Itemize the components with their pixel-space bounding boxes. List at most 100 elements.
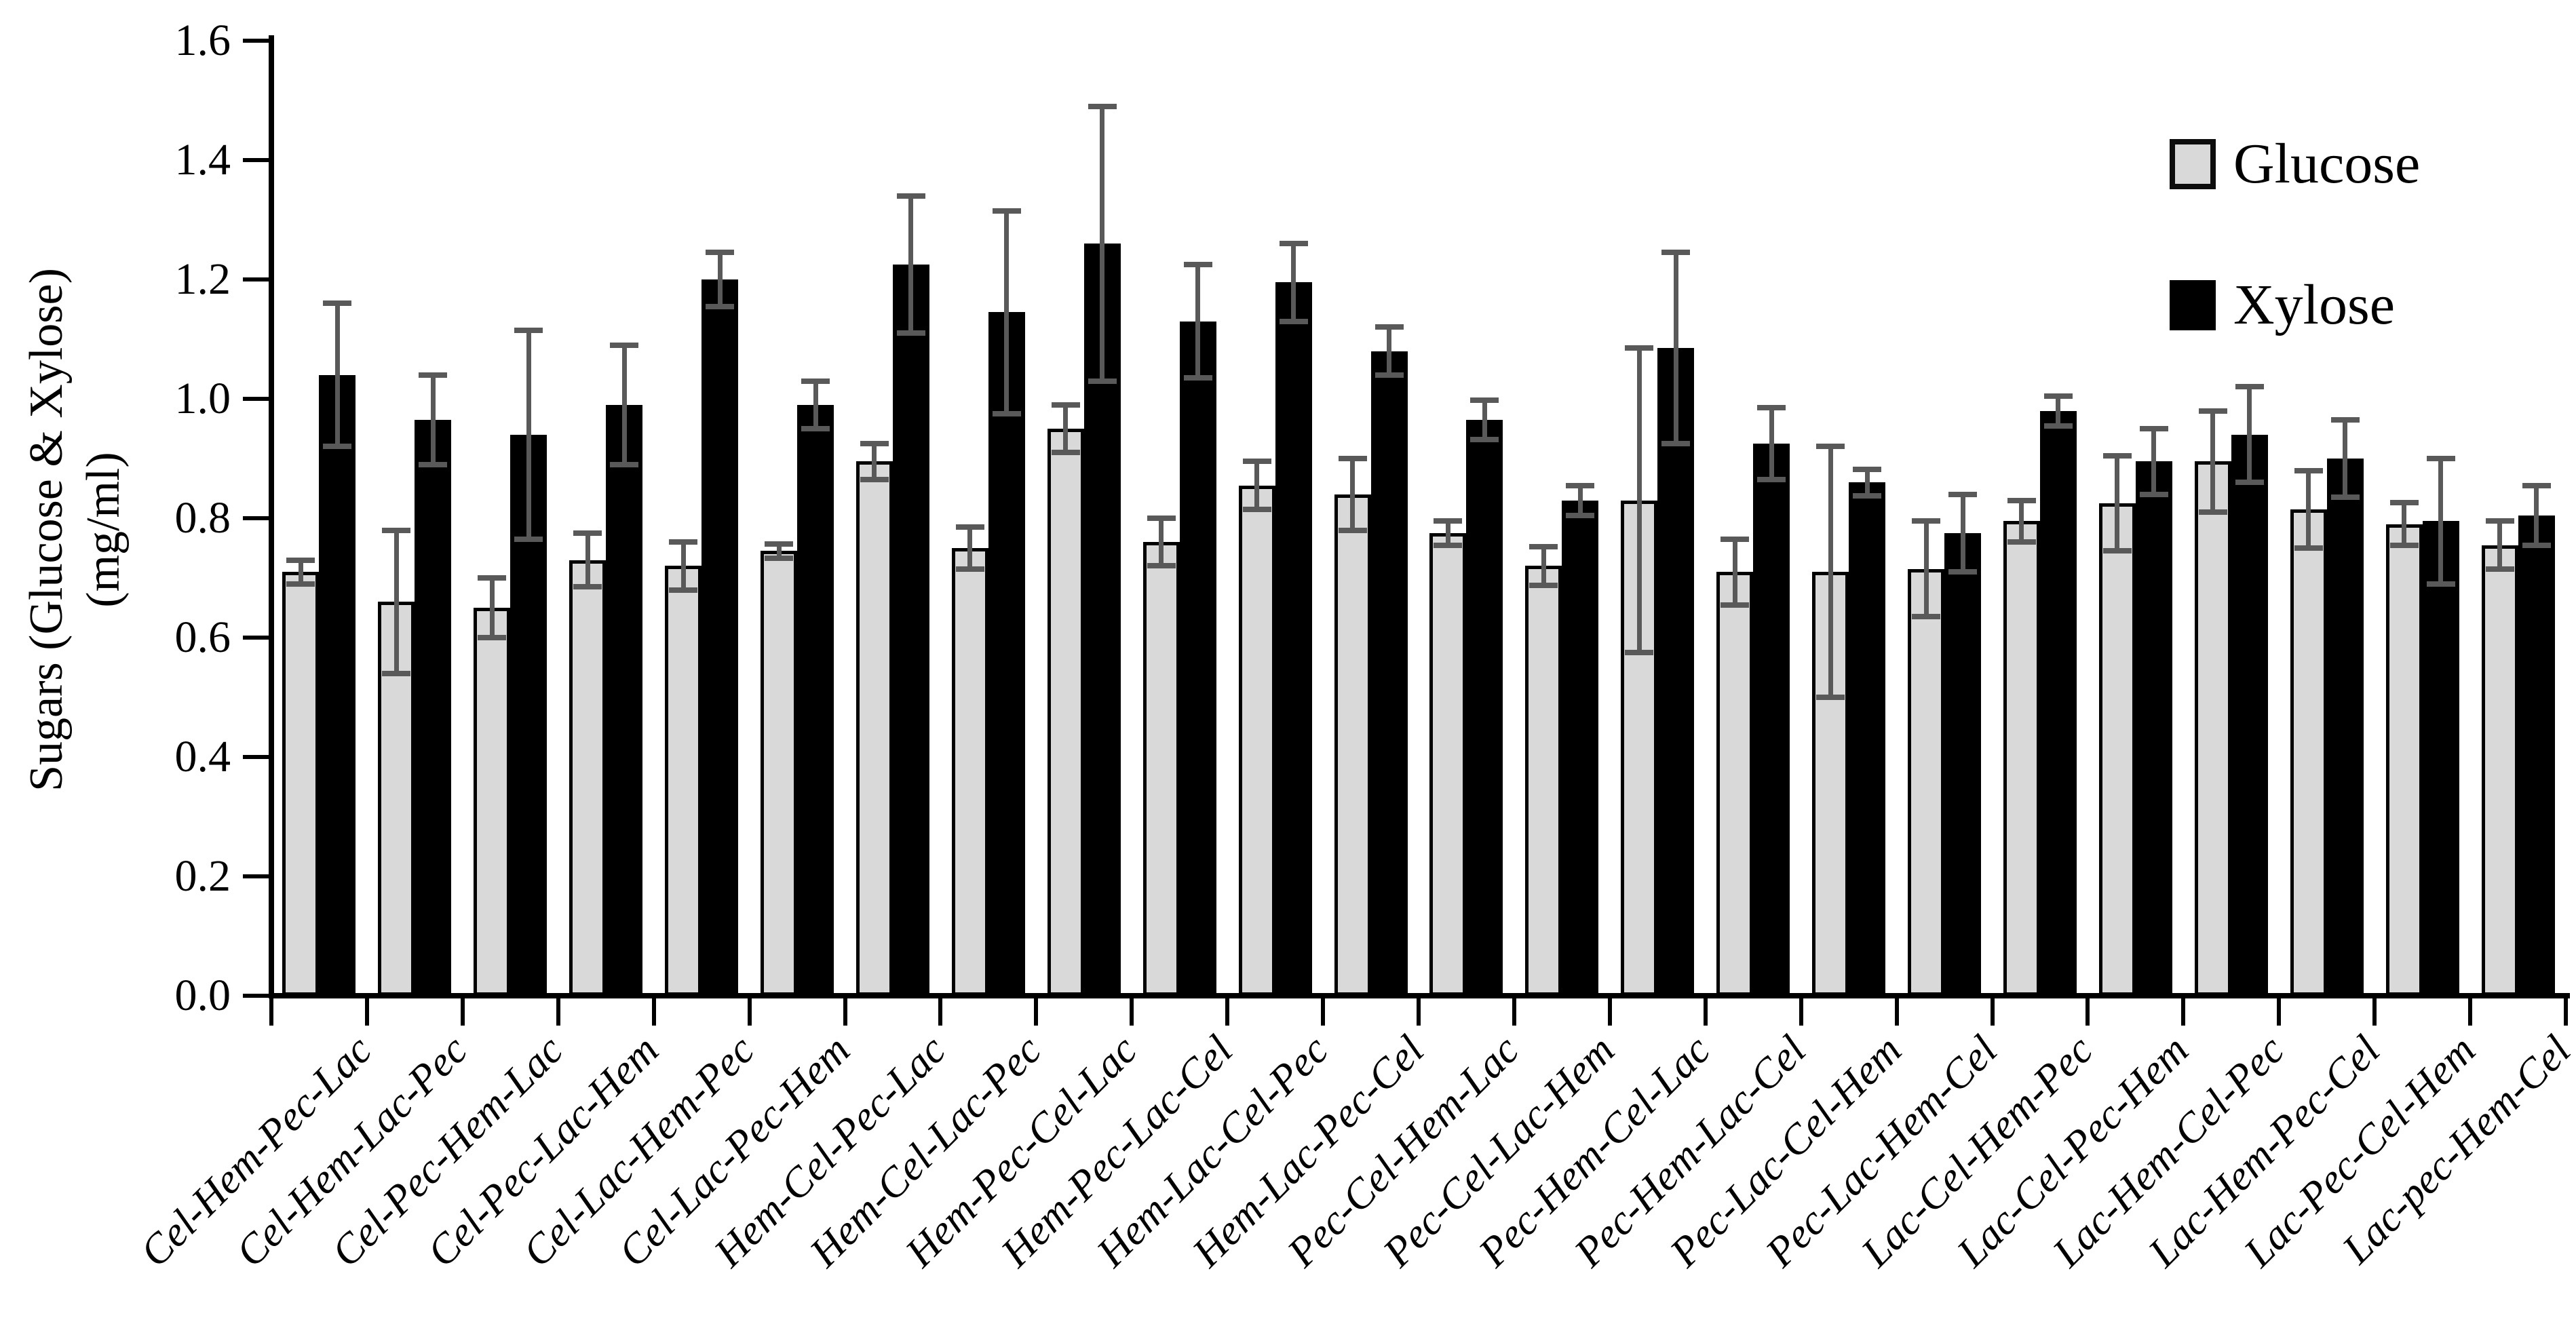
error-bar-cap — [1661, 250, 1691, 256]
error-bar — [1350, 459, 1356, 530]
error-bar-cap — [706, 303, 735, 309]
error-bar — [393, 530, 399, 674]
x-tick-mark — [1417, 997, 1421, 1026]
x-tick-mark — [2564, 997, 2568, 1026]
error-bar — [1445, 521, 1450, 545]
x-tick-mark — [1034, 997, 1039, 1026]
error-bar — [2343, 419, 2348, 498]
error-bar — [717, 252, 723, 307]
error-bar — [1541, 547, 1546, 585]
error-bar — [1769, 408, 1774, 480]
error-bar-cap — [1434, 518, 1463, 524]
error-bar-cap — [2235, 384, 2264, 390]
error-bar — [2056, 395, 2061, 426]
xylose-bar — [988, 312, 1025, 996]
error-bar-cap — [955, 566, 984, 572]
glucose-bar — [1429, 533, 1467, 996]
error-bar-cap — [1912, 614, 1941, 620]
error-bar-cap — [1566, 512, 1595, 518]
error-bar — [1864, 469, 1870, 496]
y-tick-mark — [243, 755, 269, 759]
error-bar-cap — [2102, 548, 2132, 554]
error-bar-cap — [573, 584, 602, 590]
glucose-bar — [1142, 542, 1180, 996]
error-bar-cap — [1757, 476, 1786, 482]
y-tick-label: 1.6 — [174, 16, 231, 65]
error-bar — [908, 195, 914, 334]
error-bar-cap — [286, 557, 315, 563]
x-tick-mark — [556, 997, 560, 1026]
error-bar — [813, 381, 818, 429]
x-tick-mark — [2085, 997, 2090, 1026]
y-tick-label: 0.8 — [174, 493, 231, 543]
glucose-bar — [2481, 545, 2518, 996]
y-tick-mark — [243, 994, 269, 998]
x-tick-mark — [2372, 997, 2377, 1026]
y-tick-mark — [243, 874, 269, 878]
error-bar-cap — [382, 670, 411, 676]
error-bar — [872, 444, 877, 480]
x-tick-mark — [1130, 997, 1134, 1026]
error-bar-cap — [1183, 375, 1212, 381]
error-bar-cap — [1470, 397, 1499, 403]
error-bar — [2019, 500, 2024, 543]
xylose-bar — [1944, 533, 1982, 996]
error-bar-cap — [2007, 497, 2036, 503]
error-bar-cap — [2426, 581, 2455, 587]
glucose-bar — [1908, 568, 1945, 996]
legend-label-xylose: Xylose — [2233, 273, 2395, 336]
error-bar-cap — [1242, 506, 1271, 512]
error-bar-cap — [1853, 466, 1882, 472]
y-tick-label: 0.6 — [174, 613, 231, 662]
xylose-bar — [606, 404, 643, 996]
x-tick-mark — [1512, 997, 1516, 1026]
y-tick-label: 0.0 — [174, 971, 231, 1020]
error-bar-cap — [1816, 695, 1845, 700]
error-bar — [1063, 404, 1069, 453]
error-bar-cap — [1948, 569, 1978, 575]
xylose-bar — [1657, 348, 1695, 996]
error-bar-cap — [669, 539, 698, 545]
error-bar — [1960, 494, 1965, 572]
error-bar-cap — [1566, 482, 1595, 488]
error-bar-cap — [1529, 544, 1558, 550]
glucose-bar — [1525, 566, 1562, 996]
y-tick-label: 0.4 — [174, 732, 231, 781]
error-bar-cap — [801, 426, 830, 431]
error-bar-cap — [1948, 491, 1978, 497]
legend-item-glucose: Glucose — [2170, 133, 2420, 195]
error-bar-cap — [323, 444, 352, 450]
glucose-bar — [856, 461, 893, 996]
glucose-bar — [2290, 509, 2327, 996]
error-bar-cap — [1529, 582, 1558, 588]
error-bar-cap — [1720, 536, 1750, 542]
x-tick-mark — [747, 997, 752, 1026]
error-bar-cap — [1279, 318, 1308, 324]
error-bar — [1577, 485, 1583, 516]
y-axis-line — [269, 35, 274, 998]
error-bar — [2497, 521, 2503, 569]
xylose-bar — [2231, 434, 2268, 996]
error-bar-cap — [1625, 650, 1654, 655]
error-bar-cap — [2426, 456, 2455, 461]
y-tick-label: 1.0 — [174, 374, 231, 423]
error-bar — [967, 527, 973, 569]
error-bar-cap — [1720, 602, 1750, 608]
error-bar — [585, 533, 590, 587]
error-bar-cap — [610, 342, 639, 348]
x-tick-mark — [651, 997, 656, 1026]
error-bar — [1482, 400, 1487, 440]
error-bar-cap — [2389, 500, 2419, 506]
xylose-bar — [701, 279, 739, 996]
error-bar-cap — [1051, 402, 1080, 408]
error-bar-cap — [2198, 509, 2227, 516]
x-axis-line — [269, 993, 2570, 998]
error-bar-cap — [2139, 426, 2168, 431]
x-tick-mark — [938, 997, 943, 1026]
error-bar — [2402, 503, 2407, 546]
error-bar-cap — [2294, 545, 2323, 551]
error-bar-cap — [1147, 563, 1176, 569]
error-bar — [1673, 252, 1678, 444]
xylose-bar — [892, 265, 929, 996]
